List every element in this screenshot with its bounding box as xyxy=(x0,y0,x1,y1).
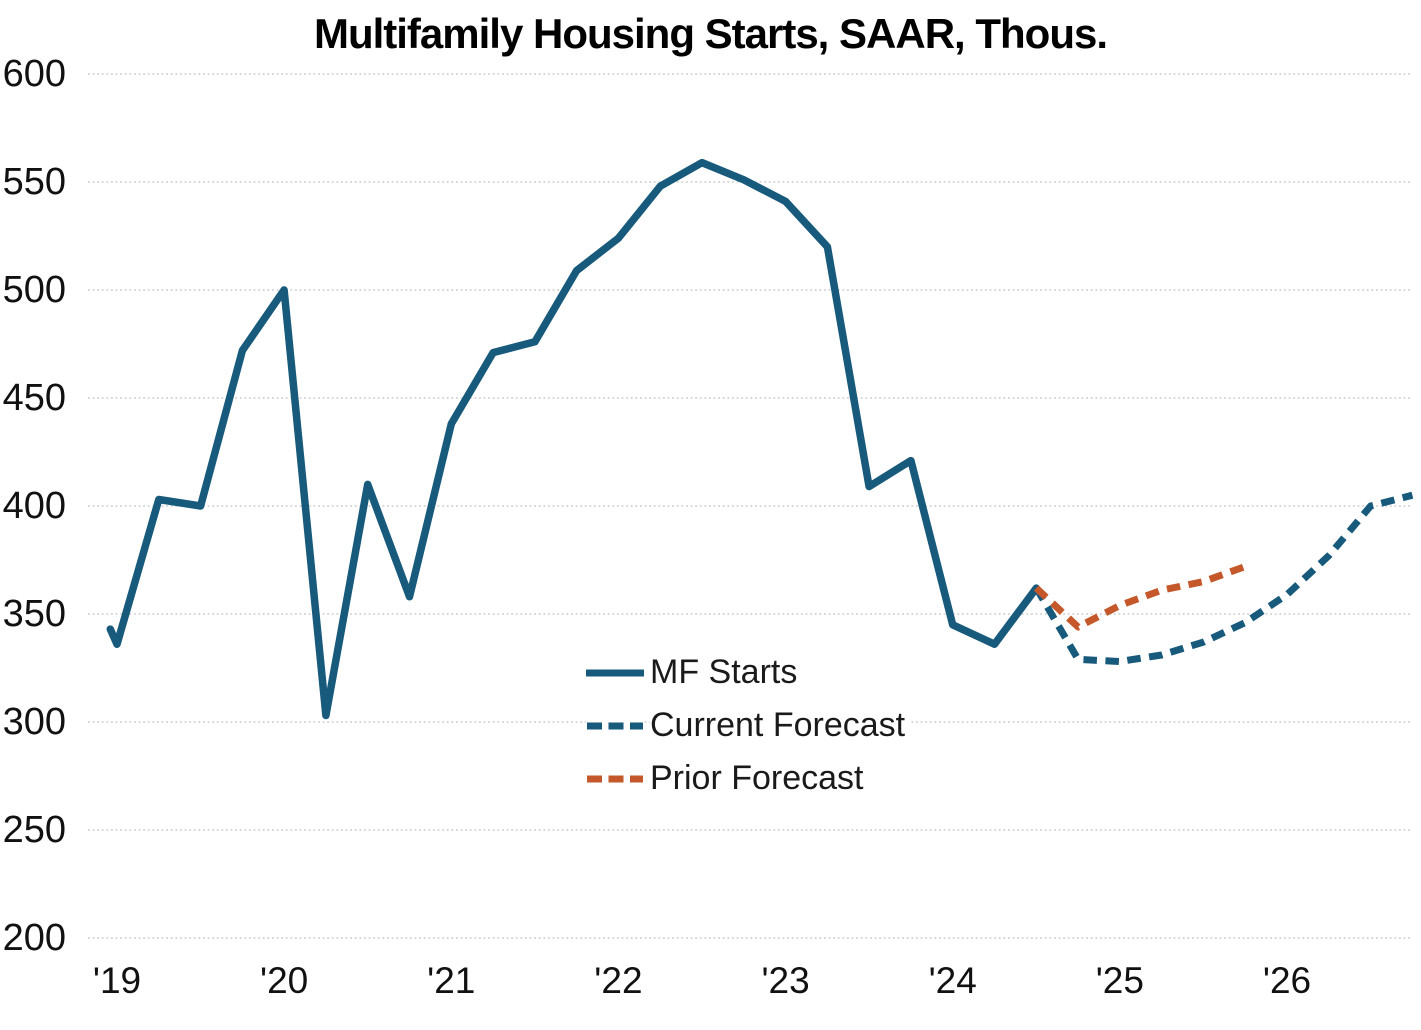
legend-item-prior-forecast: Prior Forecast xyxy=(586,751,911,804)
x-tick-label: '24 xyxy=(928,960,977,1001)
solid-line-swatch-icon xyxy=(583,665,647,678)
dashed-line-swatch-icon xyxy=(586,718,644,731)
y-tick-label: 300 xyxy=(2,701,66,743)
x-tick-label: '20 xyxy=(260,960,309,1001)
x-tick-label: '22 xyxy=(594,960,643,1001)
legend-label-mf-starts: MF Starts xyxy=(650,651,804,692)
series-line-current-forecast xyxy=(1033,491,1414,665)
x-tick-label: '25 xyxy=(1095,960,1144,1001)
legend: MF Starts Current Forecast Prior Forecas… xyxy=(583,645,912,804)
y-tick-label: 550 xyxy=(2,161,66,203)
y-tick-label: 250 xyxy=(2,809,66,851)
y-tick-label: 200 xyxy=(2,917,66,959)
y-tick-label: 350 xyxy=(2,593,66,635)
x-tick-label: '19 xyxy=(92,960,142,1001)
series-line-prior-forecast xyxy=(1033,563,1247,631)
legend-label-prior-forecast: Prior Forecast xyxy=(650,757,870,798)
x-tick-label: '26 xyxy=(1262,960,1312,1001)
y-tick-label: 500 xyxy=(2,269,66,311)
x-tick-label: '23 xyxy=(761,960,810,1001)
series-line-mf-starts xyxy=(106,158,1041,720)
y-tick-label: 400 xyxy=(2,485,66,527)
chart-title: Multifamily Housing Starts, SAAR, Thous. xyxy=(313,10,1108,57)
y-tick-label: 450 xyxy=(2,377,66,419)
legend-item-mf-starts: MF Starts xyxy=(583,645,911,698)
legend-item-current-forecast: Current Forecast xyxy=(586,698,912,751)
y-tick-label: 600 xyxy=(2,53,66,95)
x-tick-label: '21 xyxy=(427,960,476,1001)
legend-label-current-forecast: Current Forecast xyxy=(650,704,912,745)
dashed-line-swatch-icon xyxy=(586,771,644,784)
